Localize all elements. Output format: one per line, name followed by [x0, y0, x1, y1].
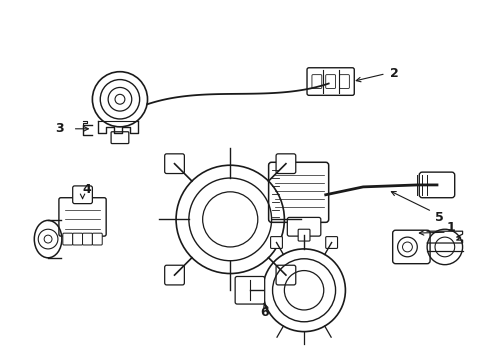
Text: 5: 5 [434, 211, 443, 224]
Text: 4: 4 [82, 183, 91, 196]
FancyBboxPatch shape [325, 75, 335, 89]
FancyBboxPatch shape [298, 229, 309, 241]
FancyBboxPatch shape [306, 68, 353, 95]
FancyBboxPatch shape [392, 230, 429, 264]
Text: 1: 1 [446, 221, 455, 234]
Text: 3: 3 [55, 122, 63, 135]
FancyBboxPatch shape [82, 233, 92, 245]
FancyBboxPatch shape [63, 233, 73, 245]
FancyBboxPatch shape [73, 233, 82, 245]
FancyBboxPatch shape [276, 154, 295, 174]
FancyBboxPatch shape [111, 132, 128, 144]
FancyBboxPatch shape [287, 217, 320, 236]
FancyBboxPatch shape [268, 162, 328, 222]
FancyBboxPatch shape [164, 265, 184, 285]
FancyBboxPatch shape [418, 172, 454, 198]
Text: 2: 2 [389, 67, 398, 80]
FancyBboxPatch shape [339, 75, 348, 89]
FancyBboxPatch shape [311, 75, 321, 89]
FancyBboxPatch shape [276, 265, 295, 285]
FancyBboxPatch shape [59, 198, 106, 236]
FancyBboxPatch shape [235, 276, 264, 304]
FancyBboxPatch shape [164, 154, 184, 174]
FancyBboxPatch shape [73, 186, 92, 204]
FancyBboxPatch shape [270, 237, 282, 248]
Text: 6: 6 [259, 306, 268, 319]
FancyBboxPatch shape [92, 233, 102, 245]
FancyBboxPatch shape [325, 237, 337, 248]
